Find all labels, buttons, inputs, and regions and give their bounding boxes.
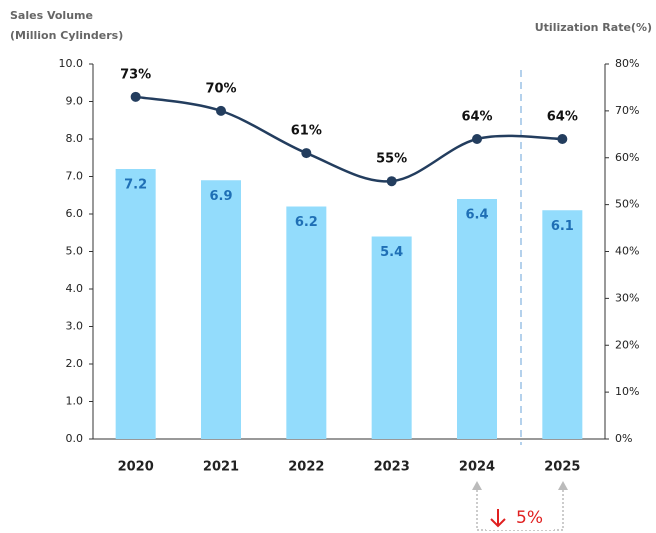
bar-label: 6.4 xyxy=(465,208,488,223)
line-point xyxy=(472,134,482,144)
y-axis-title: (Million Cylinders) xyxy=(10,29,123,42)
line xyxy=(135,95,563,183)
y-tick-label: 4.0 xyxy=(66,282,84,295)
y2-axis-title: Utilization Rate(%) xyxy=(535,21,652,34)
line-label: 73% xyxy=(120,67,151,82)
y2-tick-label: 30% xyxy=(615,291,639,304)
y-tick-label: 6.0 xyxy=(66,207,84,220)
y-tick-label: 9.0 xyxy=(66,95,84,108)
annotation-text: 5% xyxy=(516,508,543,528)
x-tick-label: 2021 xyxy=(203,460,239,475)
bar xyxy=(286,206,327,439)
y2-tick-label: 20% xyxy=(615,338,639,351)
line-label: 64% xyxy=(461,110,492,125)
y-tick-label: 2.0 xyxy=(66,357,84,370)
line-point xyxy=(130,91,141,102)
line-label: 61% xyxy=(291,124,322,139)
x-tick-label: 2025 xyxy=(544,460,580,475)
y-tick-label: 3.0 xyxy=(66,320,84,333)
bar xyxy=(115,169,156,439)
y-tick-label: 1.0 xyxy=(66,395,84,408)
y-tick-label: 7.0 xyxy=(66,170,84,183)
y-tick-label: 0.0 xyxy=(66,432,84,445)
y-axis-title: Sales Volume xyxy=(10,9,93,22)
line-label: 64% xyxy=(547,110,578,125)
line-point xyxy=(386,176,397,187)
line-label: 55% xyxy=(376,152,407,167)
y2-tick-label: 60% xyxy=(615,151,639,164)
bar xyxy=(542,210,583,439)
y2-tick-label: 40% xyxy=(615,245,639,258)
x-tick-label: 2020 xyxy=(118,460,154,475)
bar-label: 6.1 xyxy=(551,219,574,234)
line-point xyxy=(301,148,312,159)
bar-label: 7.2 xyxy=(124,178,147,193)
bar xyxy=(457,199,497,439)
line-point xyxy=(557,134,568,144)
x-tick-label: 2023 xyxy=(374,460,410,475)
y-tick-label: 8.0 xyxy=(66,132,84,145)
line-label: 70% xyxy=(205,81,236,96)
bar xyxy=(201,180,241,439)
annotation: 5% xyxy=(472,481,568,531)
y2-tick-label: 50% xyxy=(615,198,639,211)
bar-label: 5.4 xyxy=(380,245,403,260)
y2-tick-label: 10% xyxy=(615,385,639,398)
x-tick-label: 2024 xyxy=(459,460,495,475)
line-point xyxy=(216,105,226,116)
y2-tick-label: 0% xyxy=(615,432,632,445)
bar-label: 6.2 xyxy=(295,215,318,230)
y-tick-label: 5.0 xyxy=(66,245,84,258)
y2-tick-label: 80% xyxy=(615,57,639,70)
bar-label: 6.9 xyxy=(209,189,232,204)
y-tick-label: 10.0 xyxy=(59,57,84,70)
y2-tick-label: 70% xyxy=(615,104,639,117)
bar xyxy=(371,236,412,439)
x-tick-label: 2022 xyxy=(288,460,324,475)
